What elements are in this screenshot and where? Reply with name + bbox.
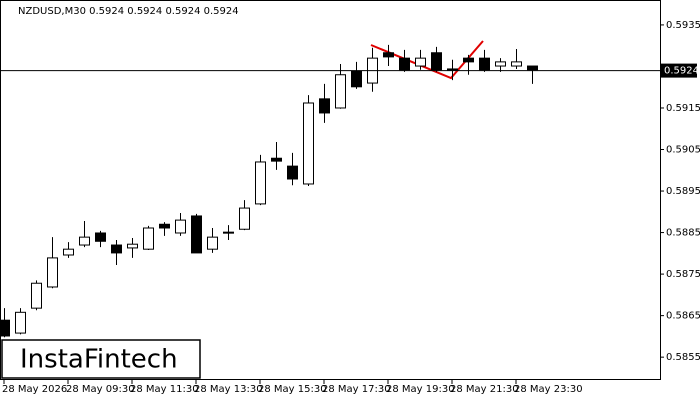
candle-body: [495, 61, 506, 67]
pattern-line: [370, 40, 484, 80]
candle-body: [95, 232, 106, 242]
candle-body: [111, 244, 122, 254]
y-tick-label: 0.5855: [666, 352, 700, 363]
x-tick-label: 28 May 11:30: [130, 384, 199, 395]
candle-body: [303, 102, 314, 185]
candle-body: [447, 68, 458, 71]
candle-body: [383, 52, 394, 58]
candle-body: [79, 236, 90, 246]
y-tick-label: 0.5865: [666, 311, 700, 322]
x-tick-label: 28 May 15:30: [258, 384, 327, 395]
candle-body: [527, 65, 538, 71]
candle-body: [31, 282, 42, 309]
x-tick-label: 28 May 09:30: [66, 384, 135, 395]
candle-body: [287, 165, 298, 180]
candle-body: [511, 61, 522, 67]
y-tick-label: 0.5915: [666, 103, 700, 114]
x-tick-label: 28 May 23:30: [514, 384, 583, 395]
y-tick-label: 0.5895: [666, 186, 700, 197]
x-tick-label: 28 May 2026: [2, 384, 67, 395]
chart-title: NZDUSD,M30 0.5924 0.5924 0.5924 0.5924: [18, 6, 239, 17]
candle-body: [415, 57, 426, 67]
candle-body: [191, 215, 202, 254]
last-price-box: [661, 63, 697, 78]
candle-body: [127, 243, 138, 249]
watermark-box: [1, 339, 201, 379]
candle-body: [351, 70, 362, 88]
candle-body: [0, 319, 10, 337]
candle-body: [479, 57, 490, 71]
candle-body: [143, 227, 154, 250]
candle-body: [463, 57, 474, 63]
last-price-label: 0.5924: [664, 66, 699, 77]
candle-body: [15, 311, 26, 334]
x-tick-label: 28 May 13:30: [194, 384, 263, 395]
candle-body: [223, 231, 234, 234]
candle-body: [47, 257, 58, 288]
candle-body: [63, 248, 74, 256]
watermark: InstaFintech: [20, 345, 178, 375]
candle-body: [255, 161, 266, 205]
candle-body: [207, 236, 218, 250]
candle-body: [431, 52, 442, 71]
candle-body: [175, 219, 186, 234]
y-tick-label: 0.5875: [666, 269, 700, 280]
y-tick-label: 0.5905: [666, 145, 700, 156]
plot-frame: [0, 0, 661, 380]
x-tick-label: 28 May 17:30: [322, 384, 391, 395]
candle-body: [319, 98, 330, 114]
candle-body: [159, 223, 170, 229]
y-tick-label: 0.5885: [666, 228, 700, 239]
candle-body: [335, 74, 346, 109]
candle-body: [399, 57, 410, 71]
x-tick-label: 28 May 19:30: [386, 384, 455, 395]
candle-body: [271, 157, 282, 162]
candle-body: [239, 207, 250, 230]
x-tick-label: 28 May 21:30: [450, 384, 519, 395]
y-tick-label: 0.5935: [666, 20, 700, 31]
